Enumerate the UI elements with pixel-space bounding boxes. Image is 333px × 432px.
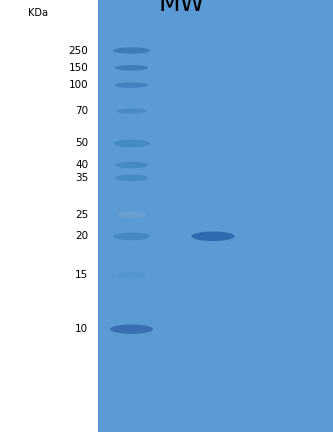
Ellipse shape [117,212,146,218]
Text: 250: 250 [69,45,88,56]
Text: KDa: KDa [28,8,48,18]
Text: 70: 70 [75,106,88,116]
Ellipse shape [113,232,150,240]
Ellipse shape [115,65,148,71]
Ellipse shape [115,175,148,181]
Text: 150: 150 [69,63,88,73]
Ellipse shape [191,232,235,241]
Text: 10: 10 [75,324,88,334]
Text: 25: 25 [75,210,88,220]
Ellipse shape [115,162,148,168]
Ellipse shape [110,324,153,334]
Ellipse shape [113,48,150,54]
Bar [98,0,333,432]
Ellipse shape [117,272,146,279]
Text: 40: 40 [75,160,88,170]
Text: 50: 50 [75,138,88,149]
Text: 20: 20 [75,231,88,241]
Ellipse shape [113,140,150,147]
Text: MW: MW [158,0,205,16]
Text: 100: 100 [69,80,88,90]
Ellipse shape [117,108,147,114]
Ellipse shape [115,83,148,88]
Text: 15: 15 [75,270,88,280]
Text: 35: 35 [75,173,88,183]
